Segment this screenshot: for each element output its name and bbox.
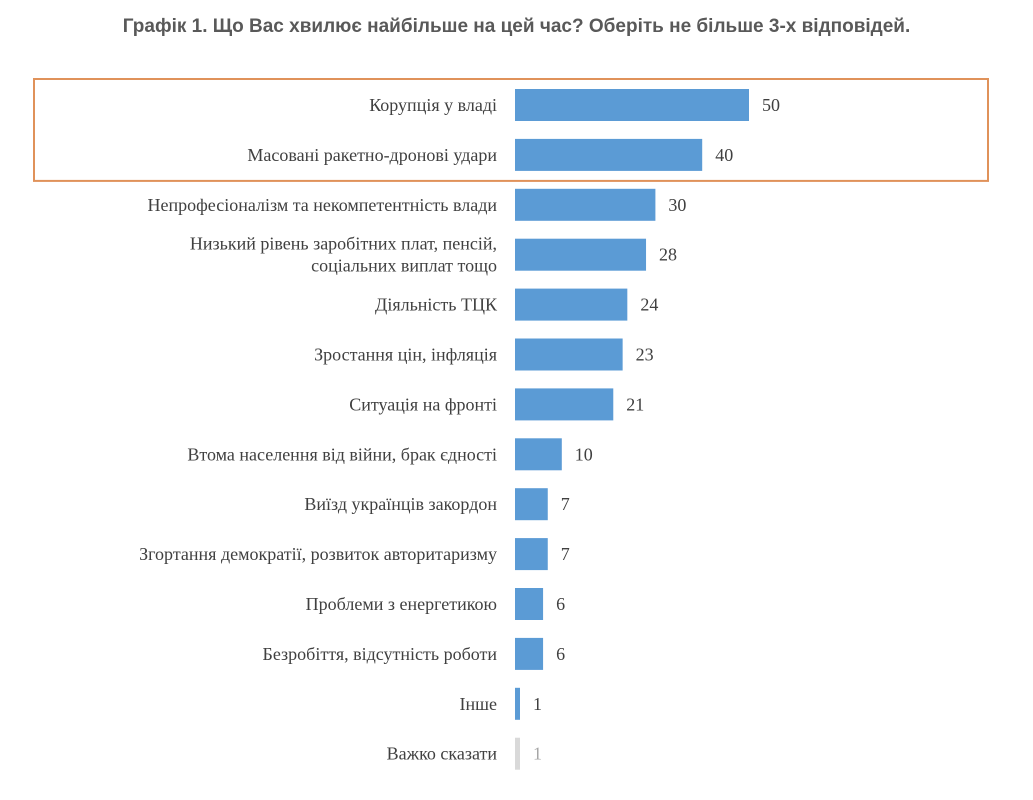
- category-label: Згортання демократії, розвиток авторитар…: [139, 544, 497, 564]
- bar: [515, 538, 548, 570]
- category-label: Інше: [460, 694, 497, 714]
- value-label: 28: [659, 245, 677, 265]
- bar: [515, 89, 749, 121]
- value-label: 23: [636, 345, 654, 365]
- highlight-frame: [34, 79, 988, 181]
- bar: [515, 139, 702, 171]
- category-label: Проблеми з енергетикою: [306, 594, 497, 614]
- value-label: 6: [556, 594, 565, 614]
- bar: [515, 388, 613, 420]
- category-label: Низький рівень заробітних плат, пенсій, с…: [190, 234, 497, 276]
- category-label: Зростання цін, інфляція: [314, 345, 497, 365]
- bar: [515, 239, 646, 271]
- value-label: 7: [561, 544, 570, 564]
- value-label: 10: [575, 444, 593, 464]
- value-label: 50: [762, 95, 780, 115]
- category-label: Корупція у владі: [369, 95, 497, 115]
- value-label: 7: [561, 494, 570, 514]
- value-label: 1: [533, 694, 542, 714]
- bar: [515, 339, 623, 371]
- category-label: Втома населення від війни, брак єдності: [187, 444, 497, 464]
- category-label: Діяльність ТЦК: [375, 295, 498, 315]
- value-label: 21: [626, 394, 644, 414]
- category-label: Важко сказати: [387, 744, 498, 764]
- value-label: 24: [640, 295, 658, 315]
- category-label: Масовані ракетно-дронові удари: [247, 145, 497, 165]
- bar: [515, 488, 548, 520]
- category-label: Виїзд українців закордон: [304, 494, 497, 514]
- bar: [515, 738, 520, 770]
- value-label: 6: [556, 644, 565, 664]
- bar: [515, 638, 543, 670]
- category-label: Безробіття, відсутність роботи: [263, 644, 498, 664]
- category-label: Непрофесіоналізм та некомпетентність вла…: [148, 195, 498, 215]
- value-label: 40: [715, 145, 733, 165]
- value-label: 30: [668, 195, 686, 215]
- bar: [515, 688, 520, 720]
- bar: [515, 588, 543, 620]
- bar: [515, 189, 655, 221]
- value-label: 1: [533, 744, 542, 764]
- category-label: Ситуація на фронті: [349, 394, 497, 414]
- bar: [515, 289, 627, 321]
- bar: [515, 438, 562, 470]
